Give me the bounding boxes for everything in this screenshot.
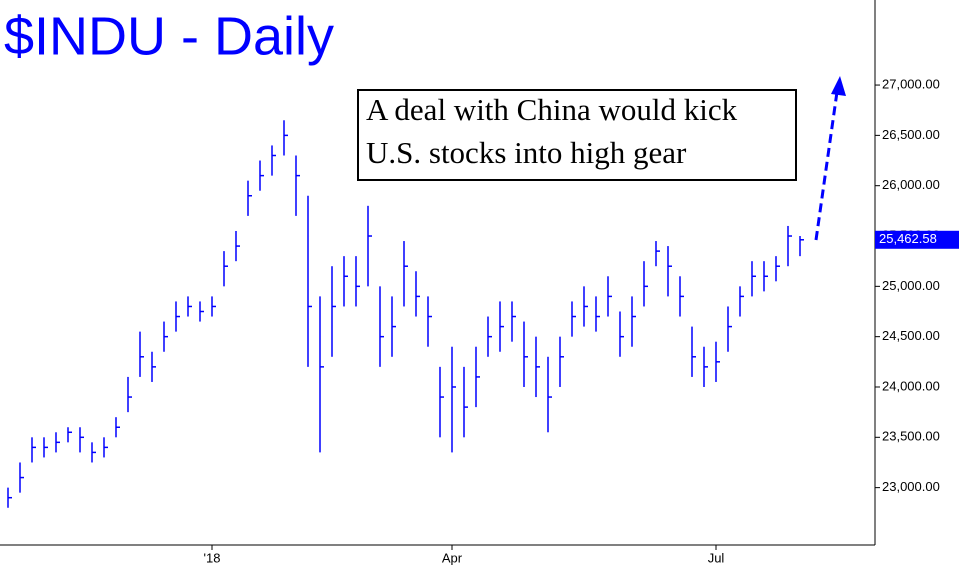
y-tick-label: 23,000.00: [882, 479, 940, 494]
y-tick-label: 23,500.00: [882, 429, 940, 444]
y-tick-label: 27,000.00: [882, 76, 940, 91]
annotation-line: A deal with China would kick: [366, 92, 738, 127]
y-tick-label: 24,500.00: [882, 328, 940, 343]
x-tick-label: Apr: [442, 550, 463, 565]
last-price-label: 25,462.58: [879, 231, 937, 246]
arrow-head: [831, 76, 846, 96]
annotation-line: U.S. stocks into high gear: [366, 135, 687, 170]
x-tick-label: '18: [204, 550, 221, 565]
annotation-box: [357, 89, 797, 181]
y-tick-label: 25,000.00: [882, 278, 940, 293]
y-tick-label: 24,000.00: [882, 378, 940, 393]
x-tick-label: Jul: [708, 550, 725, 565]
chart-title: $INDU - Daily: [4, 6, 334, 66]
y-tick-label: 26,000.00: [882, 177, 940, 192]
y-tick-label: 26,500.00: [882, 127, 940, 142]
last-price-box: [875, 230, 959, 249]
projection-arrow: [814, 91, 839, 241]
